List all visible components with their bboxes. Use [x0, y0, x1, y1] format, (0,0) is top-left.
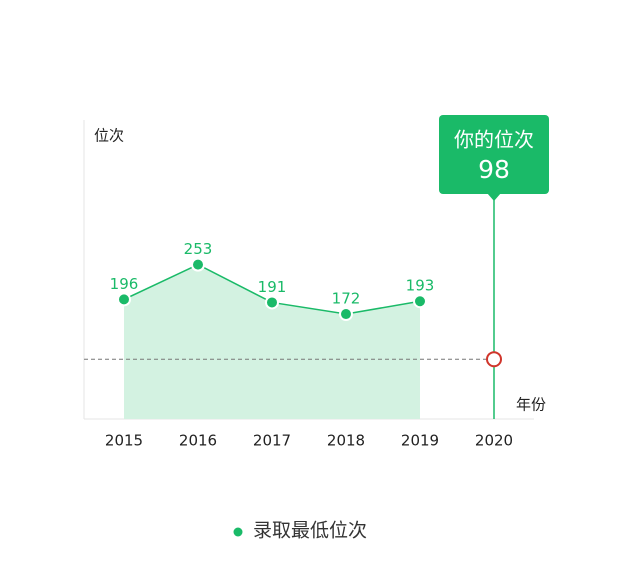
area	[124, 264, 420, 419]
x-tick-label: 2018	[327, 432, 365, 450]
tooltip-title: 你的位次	[454, 128, 534, 152]
tooltip-arrow	[487, 193, 501, 201]
data-label: 193	[406, 277, 435, 295]
data-label: 253	[184, 240, 213, 258]
point	[339, 307, 353, 322]
x-tick-label: 2015	[105, 432, 143, 450]
y-axis-label: 位次	[94, 127, 124, 145]
point	[191, 257, 205, 272]
x-tick-label: 2016	[179, 432, 217, 450]
tooltip-value: 98	[478, 155, 510, 184]
tooltip-box	[439, 115, 549, 194]
data-label: 191	[258, 278, 287, 296]
point	[413, 294, 427, 309]
x-tick-label: 2017	[253, 432, 291, 450]
legend-dot	[233, 527, 243, 537]
point	[265, 295, 279, 310]
x-tick-label: 2019	[401, 432, 439, 450]
point	[117, 292, 131, 307]
x-axis-label: 年份	[516, 396, 546, 414]
x-tick-label: 2020	[475, 432, 513, 450]
highlight-point	[486, 351, 502, 368]
data-label: 196	[110, 275, 139, 293]
legend-label: 录取最低位次	[253, 520, 367, 542]
data-label: 172	[332, 290, 361, 308]
